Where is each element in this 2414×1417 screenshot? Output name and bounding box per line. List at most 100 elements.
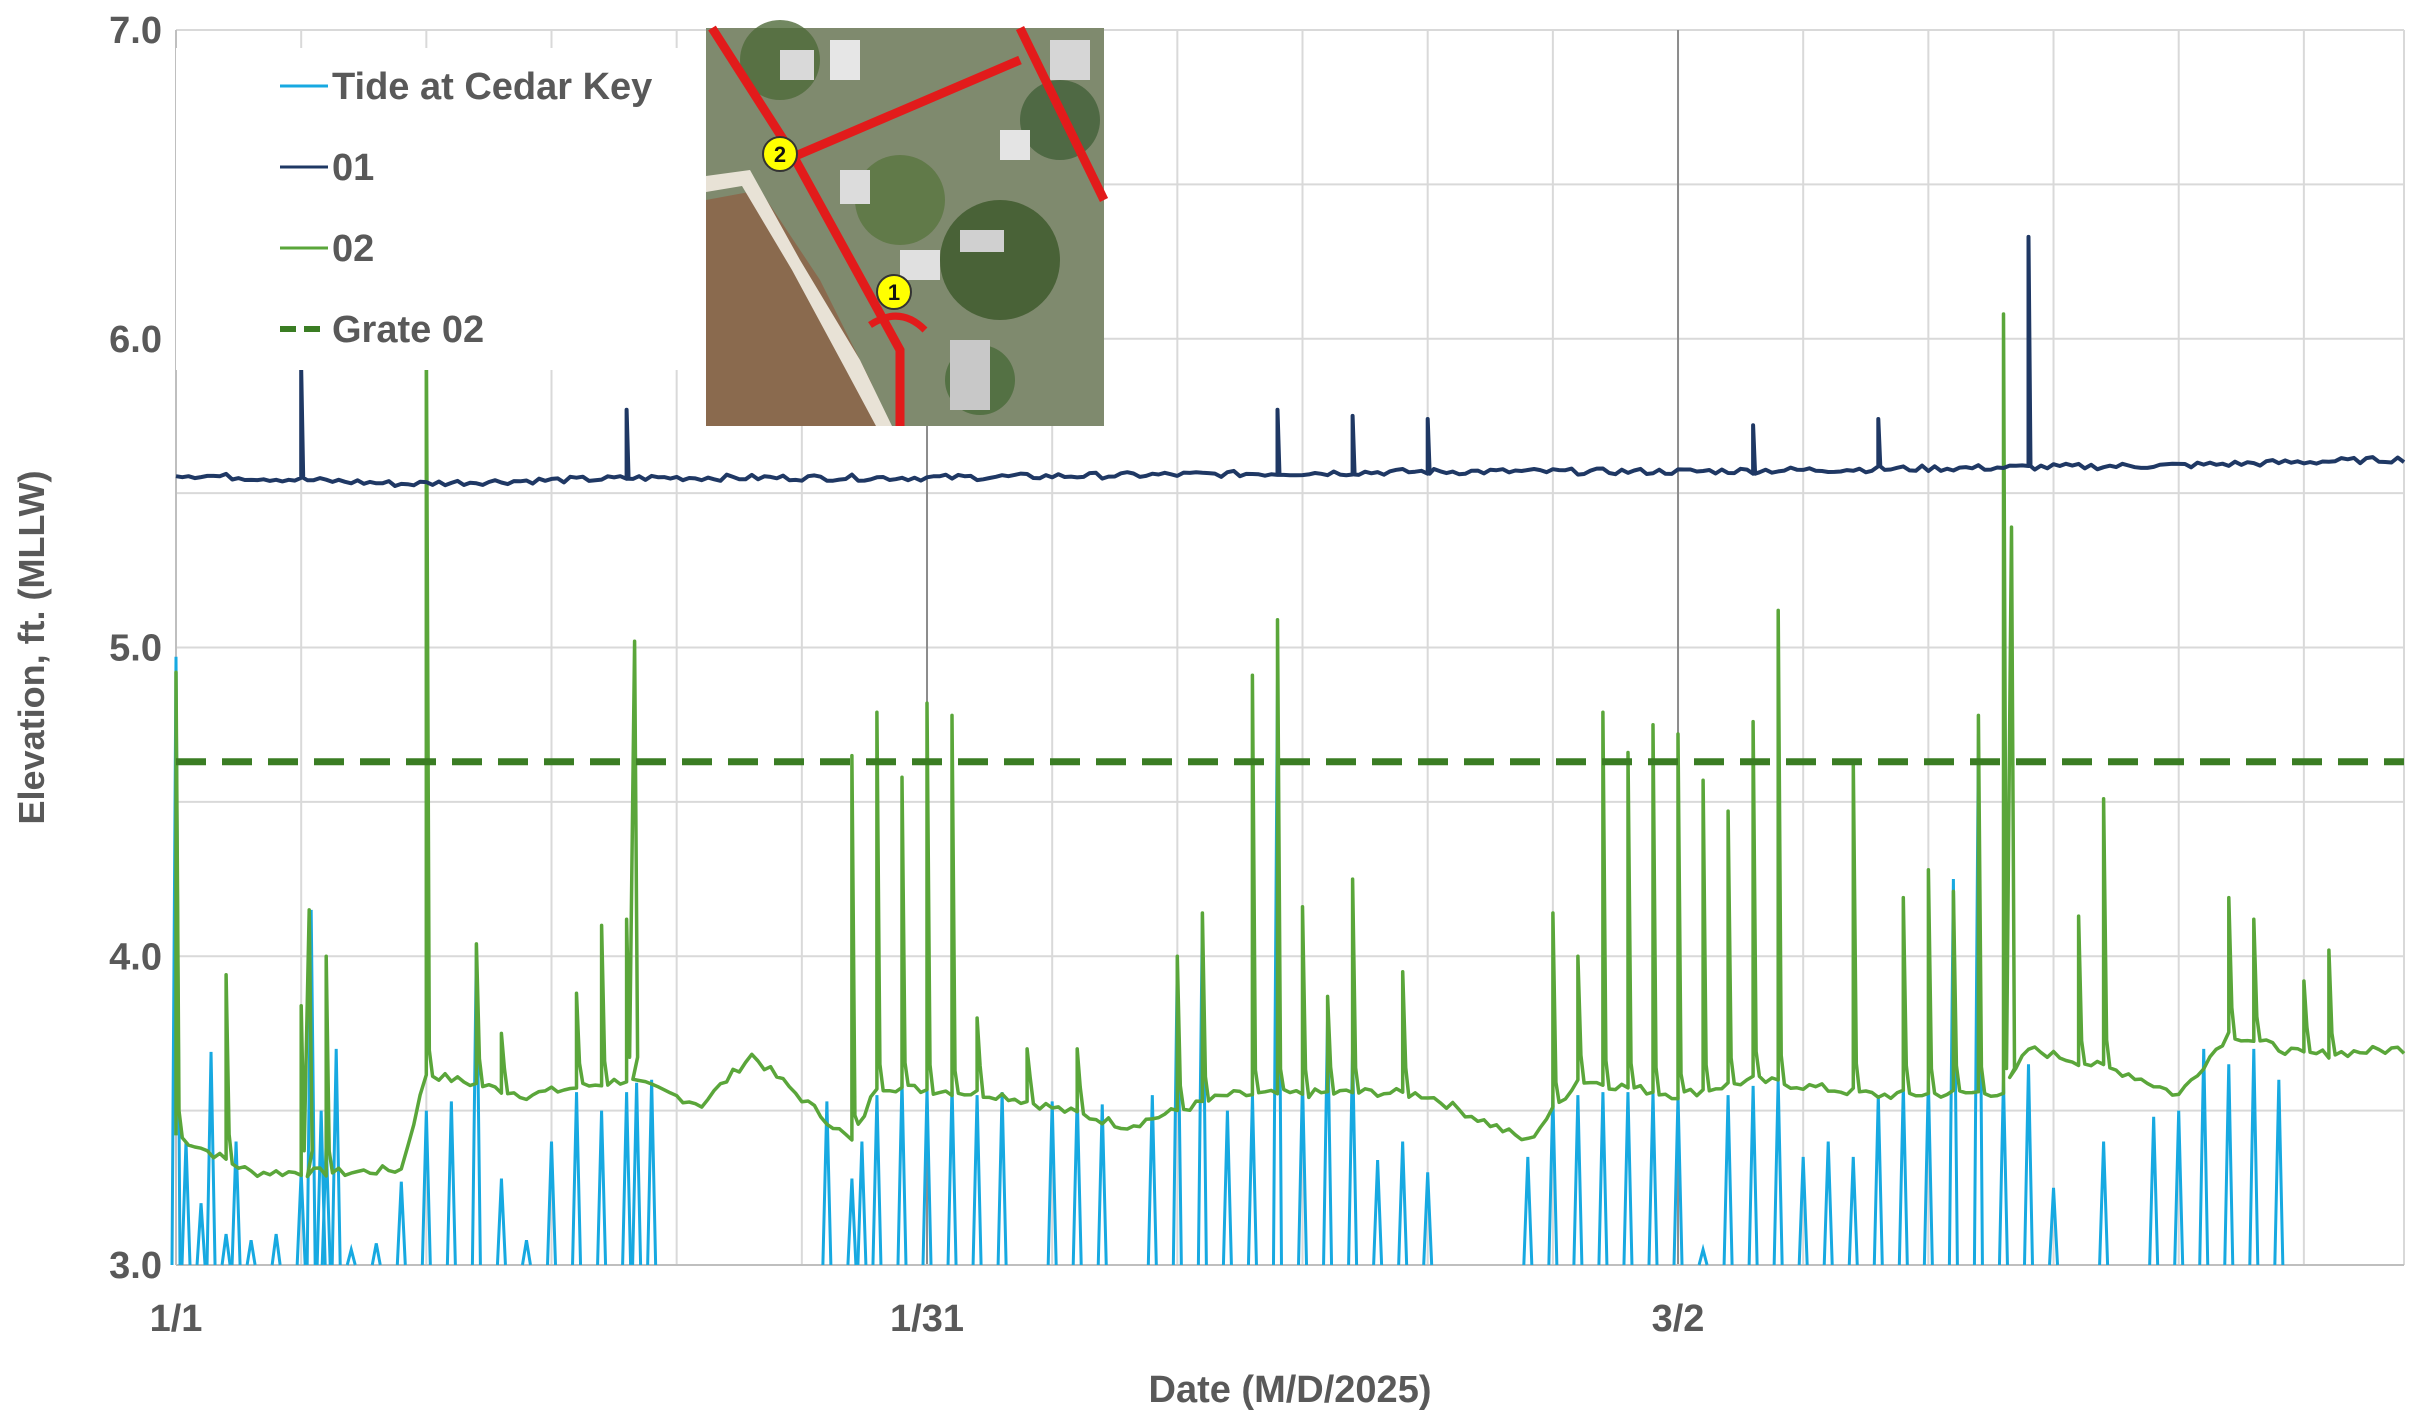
map-road-main: [708, 25, 905, 426]
tide-peak: [621, 1092, 633, 1266]
tide-peak: [205, 1051, 217, 1266]
map-marker-2-label: 2: [774, 142, 786, 167]
legend-label: 02: [332, 228, 374, 270]
line-02: [174, 312, 2406, 1179]
map-marker-1-label: 1: [888, 280, 900, 305]
legend-item: Tide at Cedar Key: [280, 66, 652, 108]
series-tide: [170, 656, 2285, 1266]
tide-peak: [1797, 1156, 1809, 1266]
tide-peak: [1722, 1095, 1734, 1266]
tide-peak: [220, 1233, 232, 1266]
tide-peak: [1747, 1085, 1759, 1266]
x-tick-label: 1/31: [890, 1298, 964, 1340]
tide-peak: [546, 1141, 558, 1266]
tide-peak: [996, 1092, 1008, 1266]
tide-peak: [1096, 1104, 1108, 1266]
tide-peak: [2248, 1048, 2260, 1266]
tide-peak: [1397, 1141, 1409, 1266]
tide-peak: [395, 1181, 407, 1266]
series-01: [175, 234, 2406, 488]
tide-peak: [1997, 1079, 2009, 1266]
inset-aerial-map: 1 2: [706, 20, 1109, 426]
tide-peak: [520, 1240, 532, 1266]
tide-peak: [1422, 1172, 1434, 1266]
tide-peak: [180, 1141, 192, 1266]
legend-item: Grate 02: [280, 309, 484, 351]
map-road-east: [1015, 26, 1109, 202]
map-road-loop: [868, 312, 928, 333]
tide-peak: [420, 1110, 432, 1266]
y-tick-labels: 3.0 4.0 5.0 6.0 7.0: [109, 10, 162, 1287]
tide-peak: [1897, 1085, 1909, 1266]
tide-peak: [1246, 1095, 1258, 1266]
tide-peak: [1046, 1101, 1058, 1266]
tide-peak: [2148, 1116, 2160, 1266]
tide-peak: [245, 1240, 257, 1266]
tide-peak: [1772, 1079, 1784, 1266]
map-water: [706, 190, 890, 426]
map-beach: [706, 170, 892, 426]
tide-peak: [1822, 1141, 1834, 1266]
map-road-cross: [784, 55, 1022, 165]
x-tick-label: 1/1: [150, 1298, 203, 1340]
y-tick-label: 6.0: [109, 319, 162, 361]
tide-peak: [846, 1178, 858, 1266]
tide-peak: [1597, 1092, 1609, 1266]
tide-peak: [596, 1110, 608, 1266]
tide-peak: [1847, 1156, 1859, 1266]
tide-peak: [2098, 1141, 2110, 1266]
tide-peak: [1647, 1092, 1659, 1266]
tide-peak: [871, 1095, 883, 1266]
tide-peak: [971, 1095, 983, 1266]
tide-peak: [1146, 1095, 1158, 1266]
tide-peak: [2198, 1048, 2210, 1266]
tide-peak: [230, 1141, 242, 1266]
tide-peak: [2223, 1064, 2235, 1266]
tide-peak: [2273, 1079, 2285, 1266]
map-marker-2: 2: [762, 136, 798, 172]
tide-peak: [195, 1203, 207, 1266]
series-02: [174, 312, 2406, 1179]
y-axis-title: Elevation, ft. (MLLW): [11, 471, 52, 825]
tide-peak: [370, 1243, 382, 1266]
tide-peak: [631, 1082, 643, 1266]
tide-peak: [2022, 1064, 2034, 1266]
y-tick-label: 7.0: [109, 10, 162, 52]
tide-peak: [445, 1101, 457, 1266]
x-tick-labels: 1/1 1/31 3/2: [150, 1298, 1705, 1340]
tide-peak: [896, 1079, 908, 1266]
tide-peak: [1947, 879, 1959, 1266]
x-axis-title: Date (M/D/2025): [1149, 1369, 1432, 1411]
legend-label: Grate 02: [332, 309, 484, 351]
tide-peak: [571, 1092, 583, 1266]
legend-label: 01: [332, 147, 374, 189]
tide-peak: [270, 1233, 282, 1266]
y-tick-label: 4.0: [109, 936, 162, 978]
tide-peak: [1697, 1243, 1709, 1266]
x-tick-label: 3/2: [1652, 1298, 1705, 1340]
tide-peak: [1522, 1156, 1534, 1266]
tide-peak: [345, 1243, 357, 1266]
legend: Tide at Cedar Key 01 02 Grate 02: [176, 48, 706, 370]
map-marker-1: 1: [876, 274, 912, 310]
tide-peak: [1071, 1095, 1083, 1266]
tide-peak: [1372, 1159, 1384, 1266]
y-tick-label: 3.0: [109, 1245, 162, 1287]
tide-peak: [2173, 1110, 2185, 1266]
tide-peak: [821, 1101, 833, 1266]
tide-peak: [946, 1085, 958, 1266]
tide-peak: [646, 1079, 658, 1266]
series-layer: [170, 234, 2406, 1266]
tide-peak: [1221, 1110, 1233, 1266]
tide-peak: [856, 1141, 868, 1266]
legend-label: Tide at Cedar Key: [332, 66, 652, 108]
tide-peak: [2048, 1187, 2060, 1266]
legend-box: [176, 48, 706, 370]
tide-peak: [495, 1178, 507, 1266]
legend-item: 01: [280, 147, 374, 189]
tide-peak: [330, 1048, 342, 1266]
line-01: [175, 234, 2406, 488]
legend-item: 02: [280, 228, 374, 270]
tide-peak: [1622, 1092, 1634, 1266]
